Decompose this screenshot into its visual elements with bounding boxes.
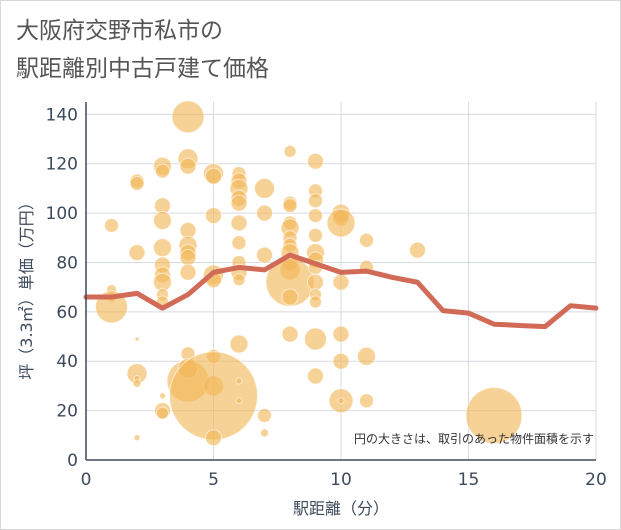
bubble-point: [205, 167, 222, 185]
bubble-point: [153, 211, 172, 231]
bubble-point: [308, 193, 323, 209]
bubble-point: [159, 392, 166, 400]
bubble-point: [134, 336, 140, 342]
bubble-point: [257, 408, 272, 424]
y-tick-label: 40: [56, 352, 78, 372]
bubble-point: [205, 429, 222, 447]
bubble-point: [307, 152, 324, 170]
axes: [85, 102, 596, 461]
bubble-point: [128, 244, 146, 262]
bubble-point: [256, 204, 273, 222]
x-tick-label: 20: [585, 470, 607, 490]
bubble-point: [260, 428, 269, 438]
bubble-point: [256, 246, 273, 264]
bubble-point: [230, 194, 248, 212]
bubble-point: [308, 208, 323, 224]
bubble-point: [307, 367, 324, 385]
bubble-series: [95, 100, 523, 447]
bubble-point: [281, 325, 299, 343]
bubble-point: [357, 346, 376, 366]
bubble-point: [229, 334, 249, 354]
bubble-point: [153, 238, 172, 258]
bubble-point: [232, 273, 246, 287]
x-tick-label: 5: [208, 470, 219, 490]
bubble-point: [179, 263, 197, 281]
chart-title: 大阪府交野市私市の 駅距離別中古戸建て価格: [16, 18, 269, 82]
bubble-point: [179, 157, 197, 175]
bubble-point: [129, 175, 145, 191]
average-line-series: [83, 252, 599, 330]
bubble-point: [169, 351, 258, 441]
bubble-point: [155, 163, 170, 179]
bubble-point: [359, 232, 374, 248]
x-axis-title: 駅距離（分）: [293, 499, 389, 518]
bubble-point: [283, 144, 297, 158]
bubble-point: [254, 177, 275, 199]
bubble-point: [308, 227, 323, 243]
tick-labels: 0 20 40 60 80 100 120 140 0 5 10 15 20: [46, 105, 607, 490]
bubble-point: [235, 377, 243, 385]
bubble-point: [171, 100, 205, 134]
y-tick-label: 80: [56, 253, 78, 273]
bubble-point: [332, 352, 350, 370]
bubble-point: [326, 208, 356, 238]
bubble-point: [332, 273, 350, 291]
bubble-point: [179, 249, 197, 267]
bubble-point: [205, 207, 222, 225]
bubble-point: [332, 325, 350, 343]
y-axis-title: 坪（3.3㎡）単価（万円）: [17, 194, 36, 379]
y-tick-label: 0: [67, 451, 78, 471]
size-annotation: 円の大きさは、取引のあった物件面積を示す: [354, 431, 594, 446]
x-tick-label: 10: [330, 470, 352, 490]
y-tick-label: 140: [46, 105, 78, 125]
bubble-point: [465, 387, 523, 445]
x-tick-label: 15: [458, 470, 480, 490]
bubble-point: [133, 434, 141, 442]
average-price-line: [83, 252, 599, 330]
bubble-point: [132, 378, 142, 388]
bubble-point: [281, 288, 299, 306]
bubble-point: [235, 397, 243, 405]
bubble-point: [156, 406, 169, 420]
bubble-point: [359, 393, 374, 409]
y-tick-label: 120: [46, 155, 78, 175]
bubble-point: [409, 241, 426, 259]
bubble-point: [307, 273, 324, 291]
y-tick-label: 60: [56, 303, 78, 323]
bubble-point: [304, 327, 327, 351]
y-tick-label: 100: [46, 204, 78, 224]
bubble-point: [231, 235, 247, 251]
bubble-point: [309, 295, 322, 309]
bubble-point: [230, 214, 248, 232]
bubble-point: [104, 217, 119, 233]
bubble-point: [337, 397, 345, 405]
bubble-point: [282, 198, 298, 214]
y-tick-label: 20: [56, 402, 78, 422]
x-tick-label: 0: [81, 470, 92, 490]
